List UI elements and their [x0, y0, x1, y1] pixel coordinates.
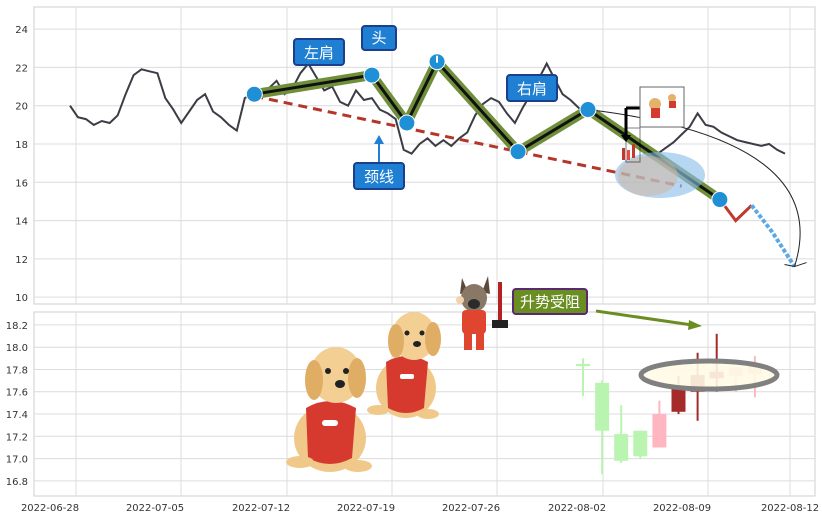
resistance-label: 升势受阻 — [512, 288, 702, 330]
pattern-point-marker — [363, 66, 381, 84]
right-shoulder-label: 右肩 — [506, 74, 558, 102]
top-y-tick-label: 16 — [15, 178, 28, 189]
top-panel — [33, 6, 816, 305]
x-tick-label: 2022-08-02 — [548, 503, 606, 514]
resistance-ellipse — [638, 358, 780, 392]
x-tick-label: 2022-08-09 — [653, 503, 711, 514]
x-tick-label: 2022-07-26 — [442, 503, 500, 514]
head-text: 头 — [371, 29, 386, 47]
left-shoulder-text: 左肩 — [304, 44, 334, 62]
top-y-tick-label: 12 — [15, 255, 28, 266]
bottom-y-tick-label: 17.6 — [6, 388, 28, 399]
price-line — [69, 61, 786, 155]
top-y-ticks: 10 12 14 16 18 20 22 24 — [15, 25, 28, 304]
top-y-tick-label: 14 — [15, 217, 28, 228]
candle-body — [614, 434, 629, 461]
neckline-label: 颈线 — [353, 135, 405, 190]
left-shoulder-label: 左肩 — [293, 38, 345, 66]
worker-dog-illustration — [456, 276, 508, 350]
top-y-tick-label: 18 — [15, 140, 28, 151]
bottom-y-tick-label: 18.2 — [6, 321, 28, 332]
x-axis-ticks: 2022-06-28 2022-07-05 2022-07-12 2022-07-19… — [21, 503, 819, 514]
top-y-tick-label: 10 — [15, 293, 28, 304]
neckline-text: 颈线 — [364, 168, 394, 186]
top-y-tick-label: 22 — [15, 63, 28, 74]
pattern-point-marker — [579, 101, 597, 119]
bottom-y-tick-label: 16.8 — [6, 477, 28, 488]
x-tick-label: 2022-07-19 — [337, 503, 395, 514]
projection-line-blue — [750, 204, 797, 268]
current-candle-highlight — [621, 106, 641, 163]
x-tick-label: 2022-07-05 — [126, 503, 184, 514]
mini-dog-picture — [639, 86, 685, 128]
bottom-y-tick-label: 17.2 — [6, 432, 28, 443]
top-grid — [34, 7, 815, 304]
resistance-text: 升势受阻 — [520, 293, 580, 311]
top-y-tick-label: 20 — [15, 102, 28, 113]
bottom-y-ticks: 16.8 17.0 17.2 17.4 17.6 17.8 18.0 18.2 — [6, 321, 28, 488]
candle-body — [633, 430, 648, 457]
x-tick-label: 2022-08-12 — [761, 503, 819, 514]
pattern-point-marker — [711, 191, 729, 209]
top-y-tick-label: 24 — [15, 25, 28, 36]
candle-body — [652, 414, 667, 448]
bottom-y-tick-label: 17.4 — [6, 410, 28, 421]
x-tick-label: 2022-07-12 — [232, 503, 290, 514]
dog-illustration-small — [367, 312, 441, 419]
x-tick-label: 2022-06-28 — [21, 503, 79, 514]
neckline — [254, 94, 683, 188]
pattern-point-marker — [509, 143, 527, 161]
bottom-y-tick-label: 18.0 — [6, 343, 28, 354]
right-shoulder-text: 右肩 — [517, 80, 547, 98]
pattern-point-marker — [245, 85, 263, 103]
dog-illustration-large — [286, 347, 372, 472]
projection-line-red — [718, 198, 753, 223]
candle-body — [671, 387, 686, 412]
bottom-y-tick-label: 17.8 — [6, 365, 28, 376]
bottom-y-tick-label: 17.0 — [6, 455, 28, 466]
projection-arrow — [784, 262, 807, 268]
head-label: 头 — [361, 25, 397, 51]
breakdown-zone-core — [618, 156, 678, 196]
candle-body — [576, 363, 590, 367]
pattern-point-marker — [398, 114, 416, 132]
candle-body — [595, 382, 610, 431]
pattern-markers — [245, 53, 729, 209]
